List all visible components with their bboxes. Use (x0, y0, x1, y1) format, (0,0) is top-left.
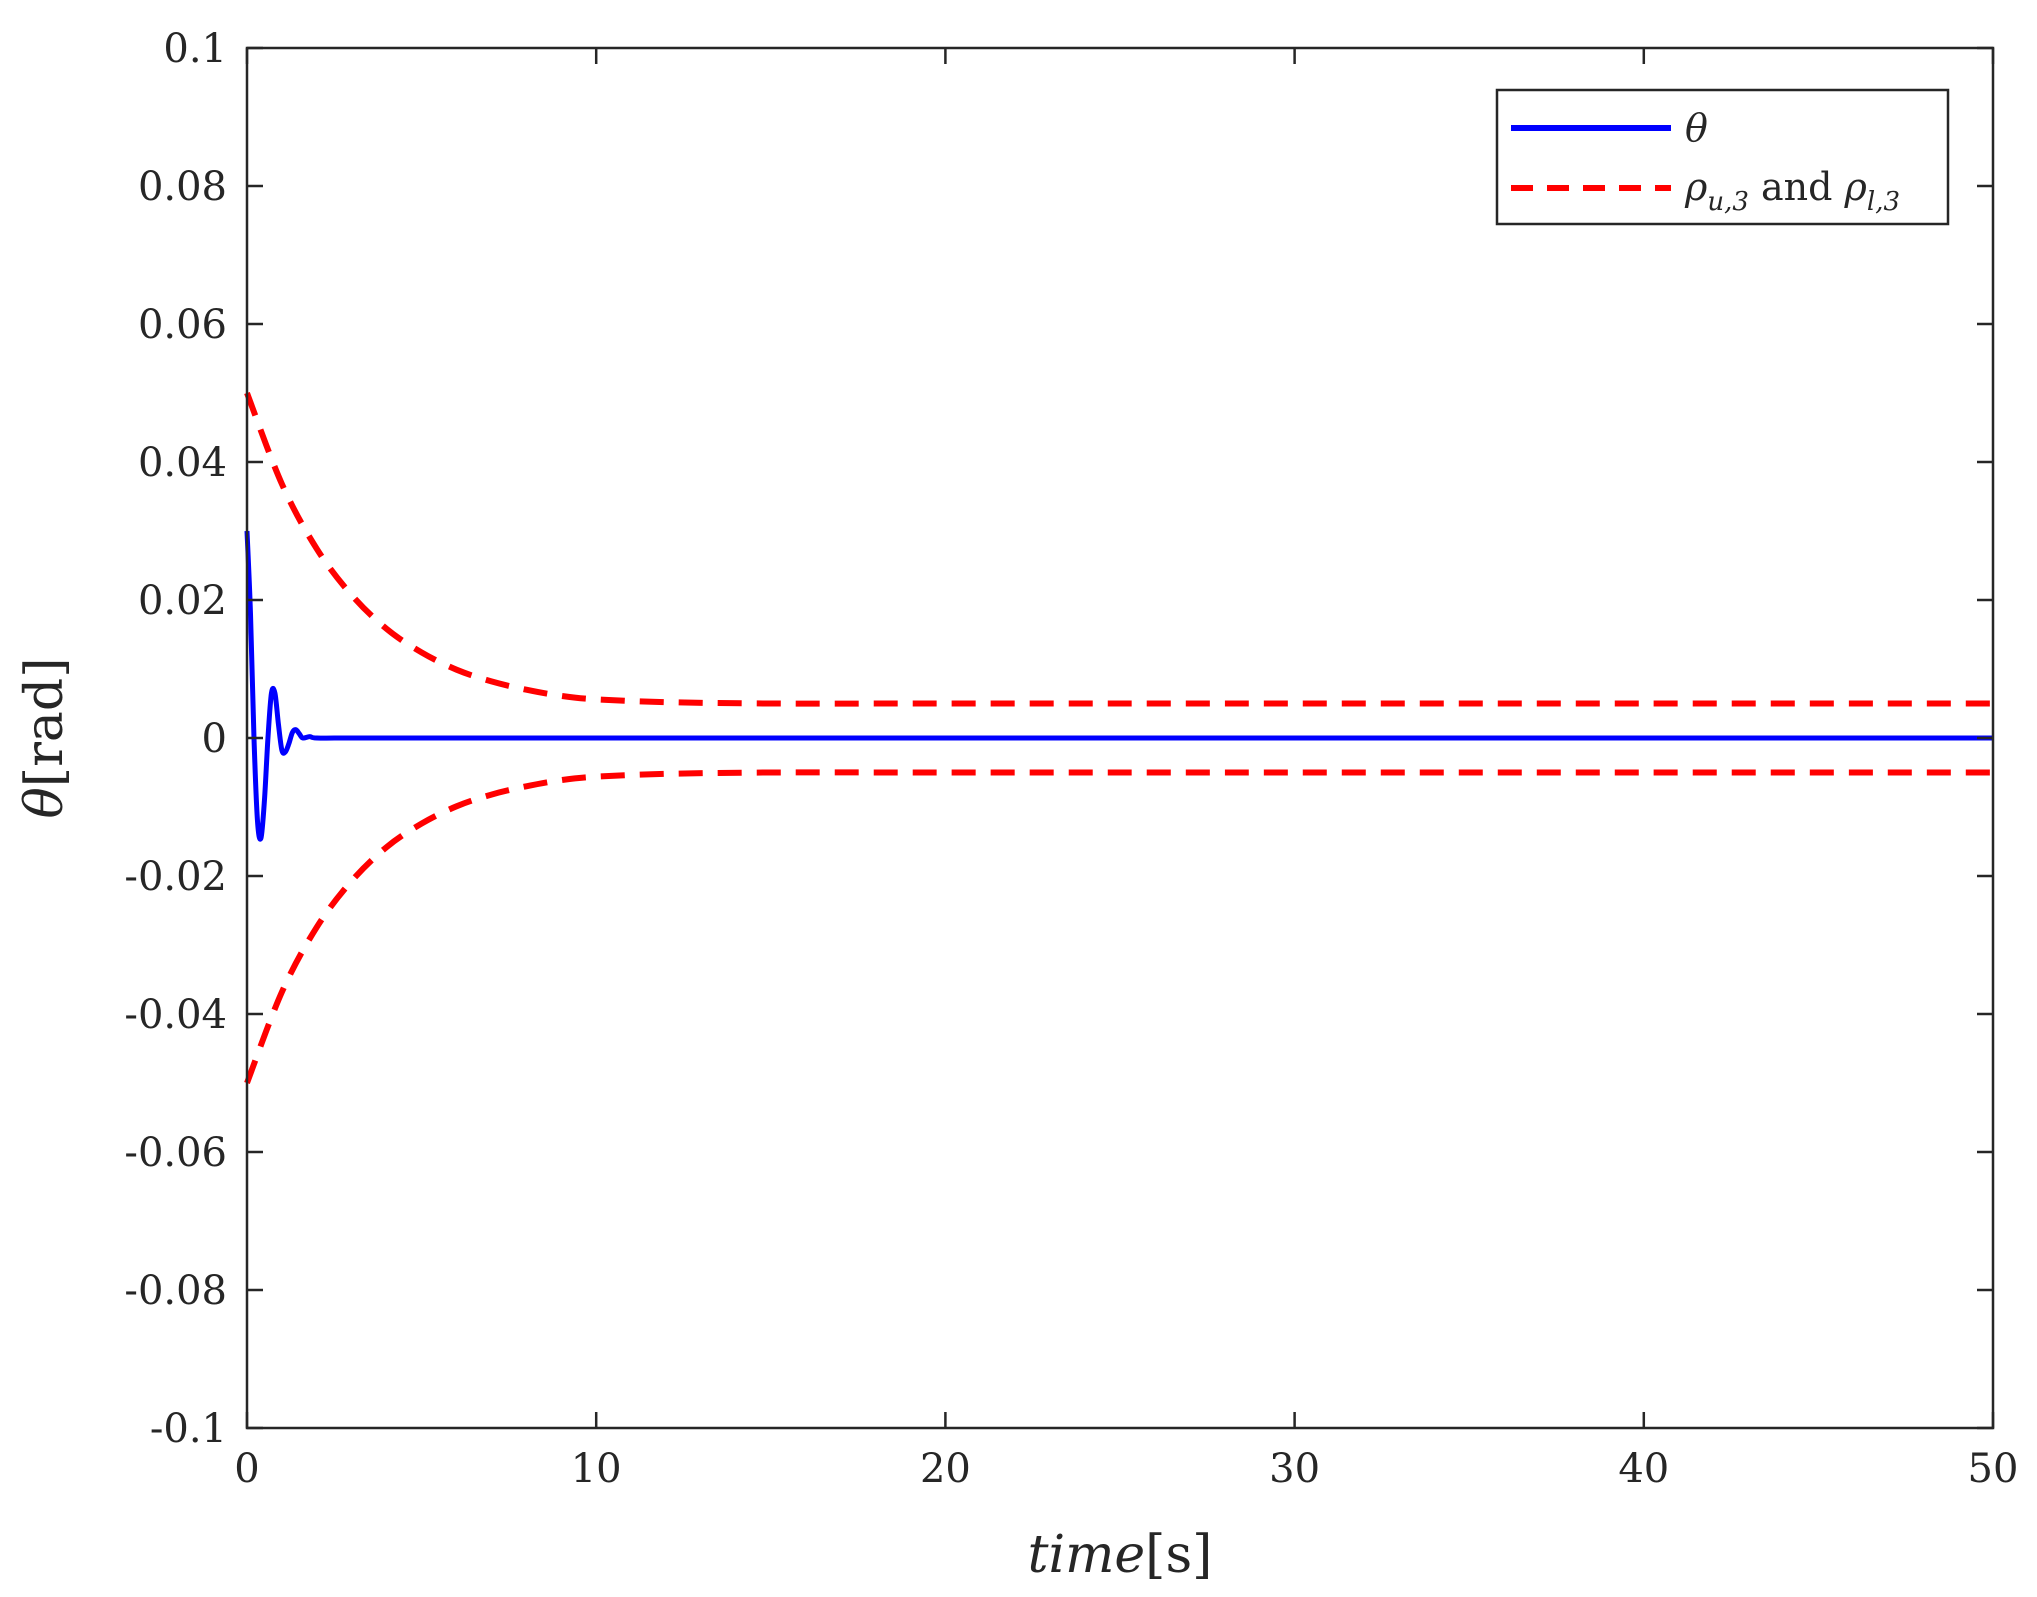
y-tick-label: -0.1 (150, 1406, 227, 1452)
y-tick-label: 0.04 (138, 440, 227, 486)
y-tick-label: -0.04 (124, 992, 227, 1038)
y-tick-label: 0.1 (163, 26, 227, 72)
ticks-layer: 0 10 20 30 40 50 -0.1 -0.08 -0.06 -0.04 -0.02 0 0.02… (124, 26, 2018, 1492)
x-tick-label: 40 (1618, 1446, 1669, 1492)
y-tick-label: -0.08 (124, 1268, 227, 1314)
x-axis-label: time[s] (1028, 1525, 1213, 1585)
legend-rho-2-sub: l,3 (1867, 187, 1900, 217)
legend: θ ρu,3 and ρl,3 (1495, 88, 1950, 226)
y-axis-label: θ[rad] (15, 657, 75, 818)
legend-rho-1-sub: u,3 (1707, 187, 1749, 217)
legend-box (1495, 88, 1950, 226)
legend-and: and (1749, 165, 1845, 209)
x-tick-label: 0 (234, 1446, 259, 1492)
series-layer (244, 391, 1993, 1085)
y-tick-label: -0.06 (124, 1130, 227, 1176)
x-tick-label: 10 (571, 1446, 622, 1492)
y-tick-label: -0.02 (124, 854, 227, 900)
y-tick-label: 0 (202, 716, 227, 762)
x-tick-label: 50 (1968, 1446, 2019, 1492)
series-theta (244, 530, 1993, 842)
x-tick-label: 20 (920, 1446, 971, 1492)
x-tick-label: 30 (1269, 1446, 1320, 1492)
legend-label-theta: θ (1685, 106, 1708, 150)
y-tick-label: 0.08 (138, 164, 227, 210)
legend-label-rho: ρu,3 and ρl,3 (1684, 165, 1900, 217)
legend-rho-2: ρ (1844, 165, 1868, 209)
legend-rho-1: ρ (1684, 165, 1708, 209)
y-tick-label: 0.06 (138, 302, 227, 348)
y-tick-label: 0.02 (138, 578, 227, 624)
